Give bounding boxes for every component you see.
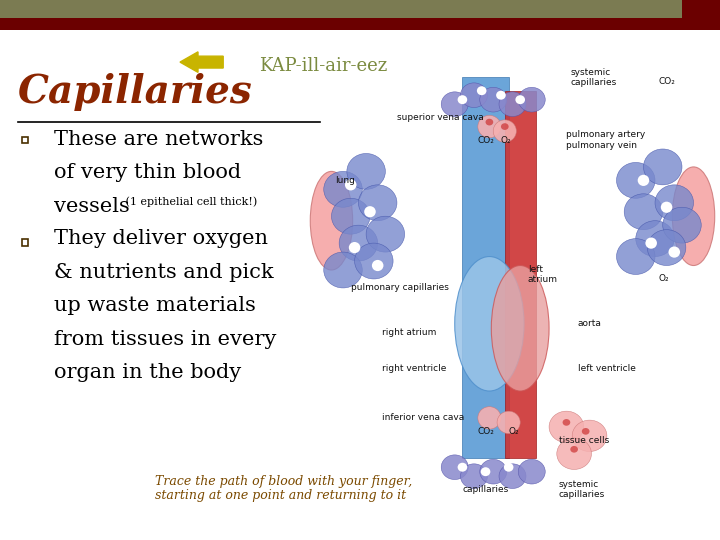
Text: & nutrients and pick: & nutrients and pick [54,263,274,282]
Text: CO₂: CO₂ [478,427,495,436]
Ellipse shape [647,230,686,266]
Text: of very thin blood: of very thin blood [54,163,241,182]
Ellipse shape [477,86,487,95]
Text: (1 epithelial cell thick!): (1 epithelial cell thick!) [122,197,258,207]
Ellipse shape [504,463,513,472]
Ellipse shape [441,92,468,117]
Ellipse shape [481,467,490,476]
Text: vessels: vessels [54,197,130,215]
Ellipse shape [359,185,397,221]
FancyArrow shape [180,52,223,72]
Ellipse shape [324,171,362,207]
Ellipse shape [499,92,526,117]
Text: KAP-ill-air-eez: KAP-ill-air-eez [259,57,387,75]
Text: These are networks: These are networks [54,130,264,148]
Text: starting at one point and returning to it: starting at one point and returning to i… [155,489,406,502]
Text: right atrium: right atrium [382,328,436,338]
Text: from tissues in every: from tissues in every [54,330,276,349]
Ellipse shape [364,206,376,217]
Text: left ventricle: left ventricle [578,364,636,373]
Ellipse shape [562,419,570,426]
Ellipse shape [480,460,507,484]
Bar [328,46,713,494]
Text: O₂: O₂ [501,136,512,145]
Ellipse shape [518,87,545,112]
Ellipse shape [661,201,672,213]
Ellipse shape [478,407,501,429]
Ellipse shape [366,216,405,252]
Text: systemic
capillaries: systemic capillaries [559,480,605,500]
Ellipse shape [496,91,505,100]
Ellipse shape [655,185,693,221]
Text: pulmonary artery
pulmonary vein: pulmonary artery pulmonary vein [567,130,646,150]
Text: organ in the body: organ in the body [54,363,241,382]
Ellipse shape [339,225,378,261]
Text: capillaries: capillaries [462,485,508,494]
Ellipse shape [616,239,655,274]
Ellipse shape [549,411,584,443]
Bar [22,239,28,246]
Bar [0,0,682,18]
Ellipse shape [441,455,468,480]
Text: CO₂: CO₂ [478,136,495,145]
Text: inferior vena cava: inferior vena cava [382,414,464,422]
Text: O₂: O₂ [659,274,670,284]
Ellipse shape [672,167,715,266]
Text: superior vena cava: superior vena cava [397,113,484,122]
Text: Trace the path of blood with your finger,: Trace the path of blood with your finger… [155,475,412,488]
Ellipse shape [582,428,590,435]
Ellipse shape [645,238,657,249]
Ellipse shape [493,120,516,142]
Ellipse shape [501,123,508,130]
Ellipse shape [518,460,545,484]
Ellipse shape [624,194,662,230]
Ellipse shape [516,95,525,104]
Text: They deliver oxygen: They deliver oxygen [54,230,268,248]
Text: O₂: O₂ [508,427,519,436]
Ellipse shape [662,207,701,243]
Ellipse shape [310,171,353,270]
Bar [505,91,536,458]
Ellipse shape [616,163,655,198]
Ellipse shape [478,116,501,138]
Text: tissue cells: tissue cells [559,436,609,445]
Ellipse shape [461,83,487,107]
Ellipse shape [644,149,682,185]
Text: left
atrium: left atrium [528,265,558,284]
Ellipse shape [636,221,675,256]
Ellipse shape [497,411,521,434]
Bar [0,18,682,30]
Bar [462,77,508,458]
Text: aorta: aorta [578,319,602,328]
Ellipse shape [458,95,467,104]
Ellipse shape [499,464,526,489]
Ellipse shape [638,175,649,186]
Ellipse shape [491,266,549,391]
Bar [22,137,28,143]
Ellipse shape [570,446,578,453]
Ellipse shape [485,119,493,125]
Ellipse shape [345,179,356,191]
Text: right ventricle: right ventricle [382,364,446,373]
Ellipse shape [557,438,591,469]
Ellipse shape [572,420,607,451]
Text: lung: lung [336,176,355,185]
Ellipse shape [331,198,370,234]
Bar [682,0,720,30]
Ellipse shape [480,87,507,112]
Text: systemic
capillaries: systemic capillaries [570,68,616,87]
Text: Capillaries: Capillaries [18,73,253,111]
Text: CO₂: CO₂ [659,77,676,86]
Ellipse shape [372,260,384,271]
Text: pulmonary capillaries: pulmonary capillaries [351,284,449,293]
Text: up waste materials: up waste materials [54,296,256,315]
Ellipse shape [324,252,362,288]
Ellipse shape [668,246,680,258]
Ellipse shape [354,243,393,279]
Ellipse shape [455,256,524,391]
Ellipse shape [458,463,467,472]
Ellipse shape [348,242,360,253]
Ellipse shape [347,153,385,190]
Ellipse shape [461,464,487,489]
